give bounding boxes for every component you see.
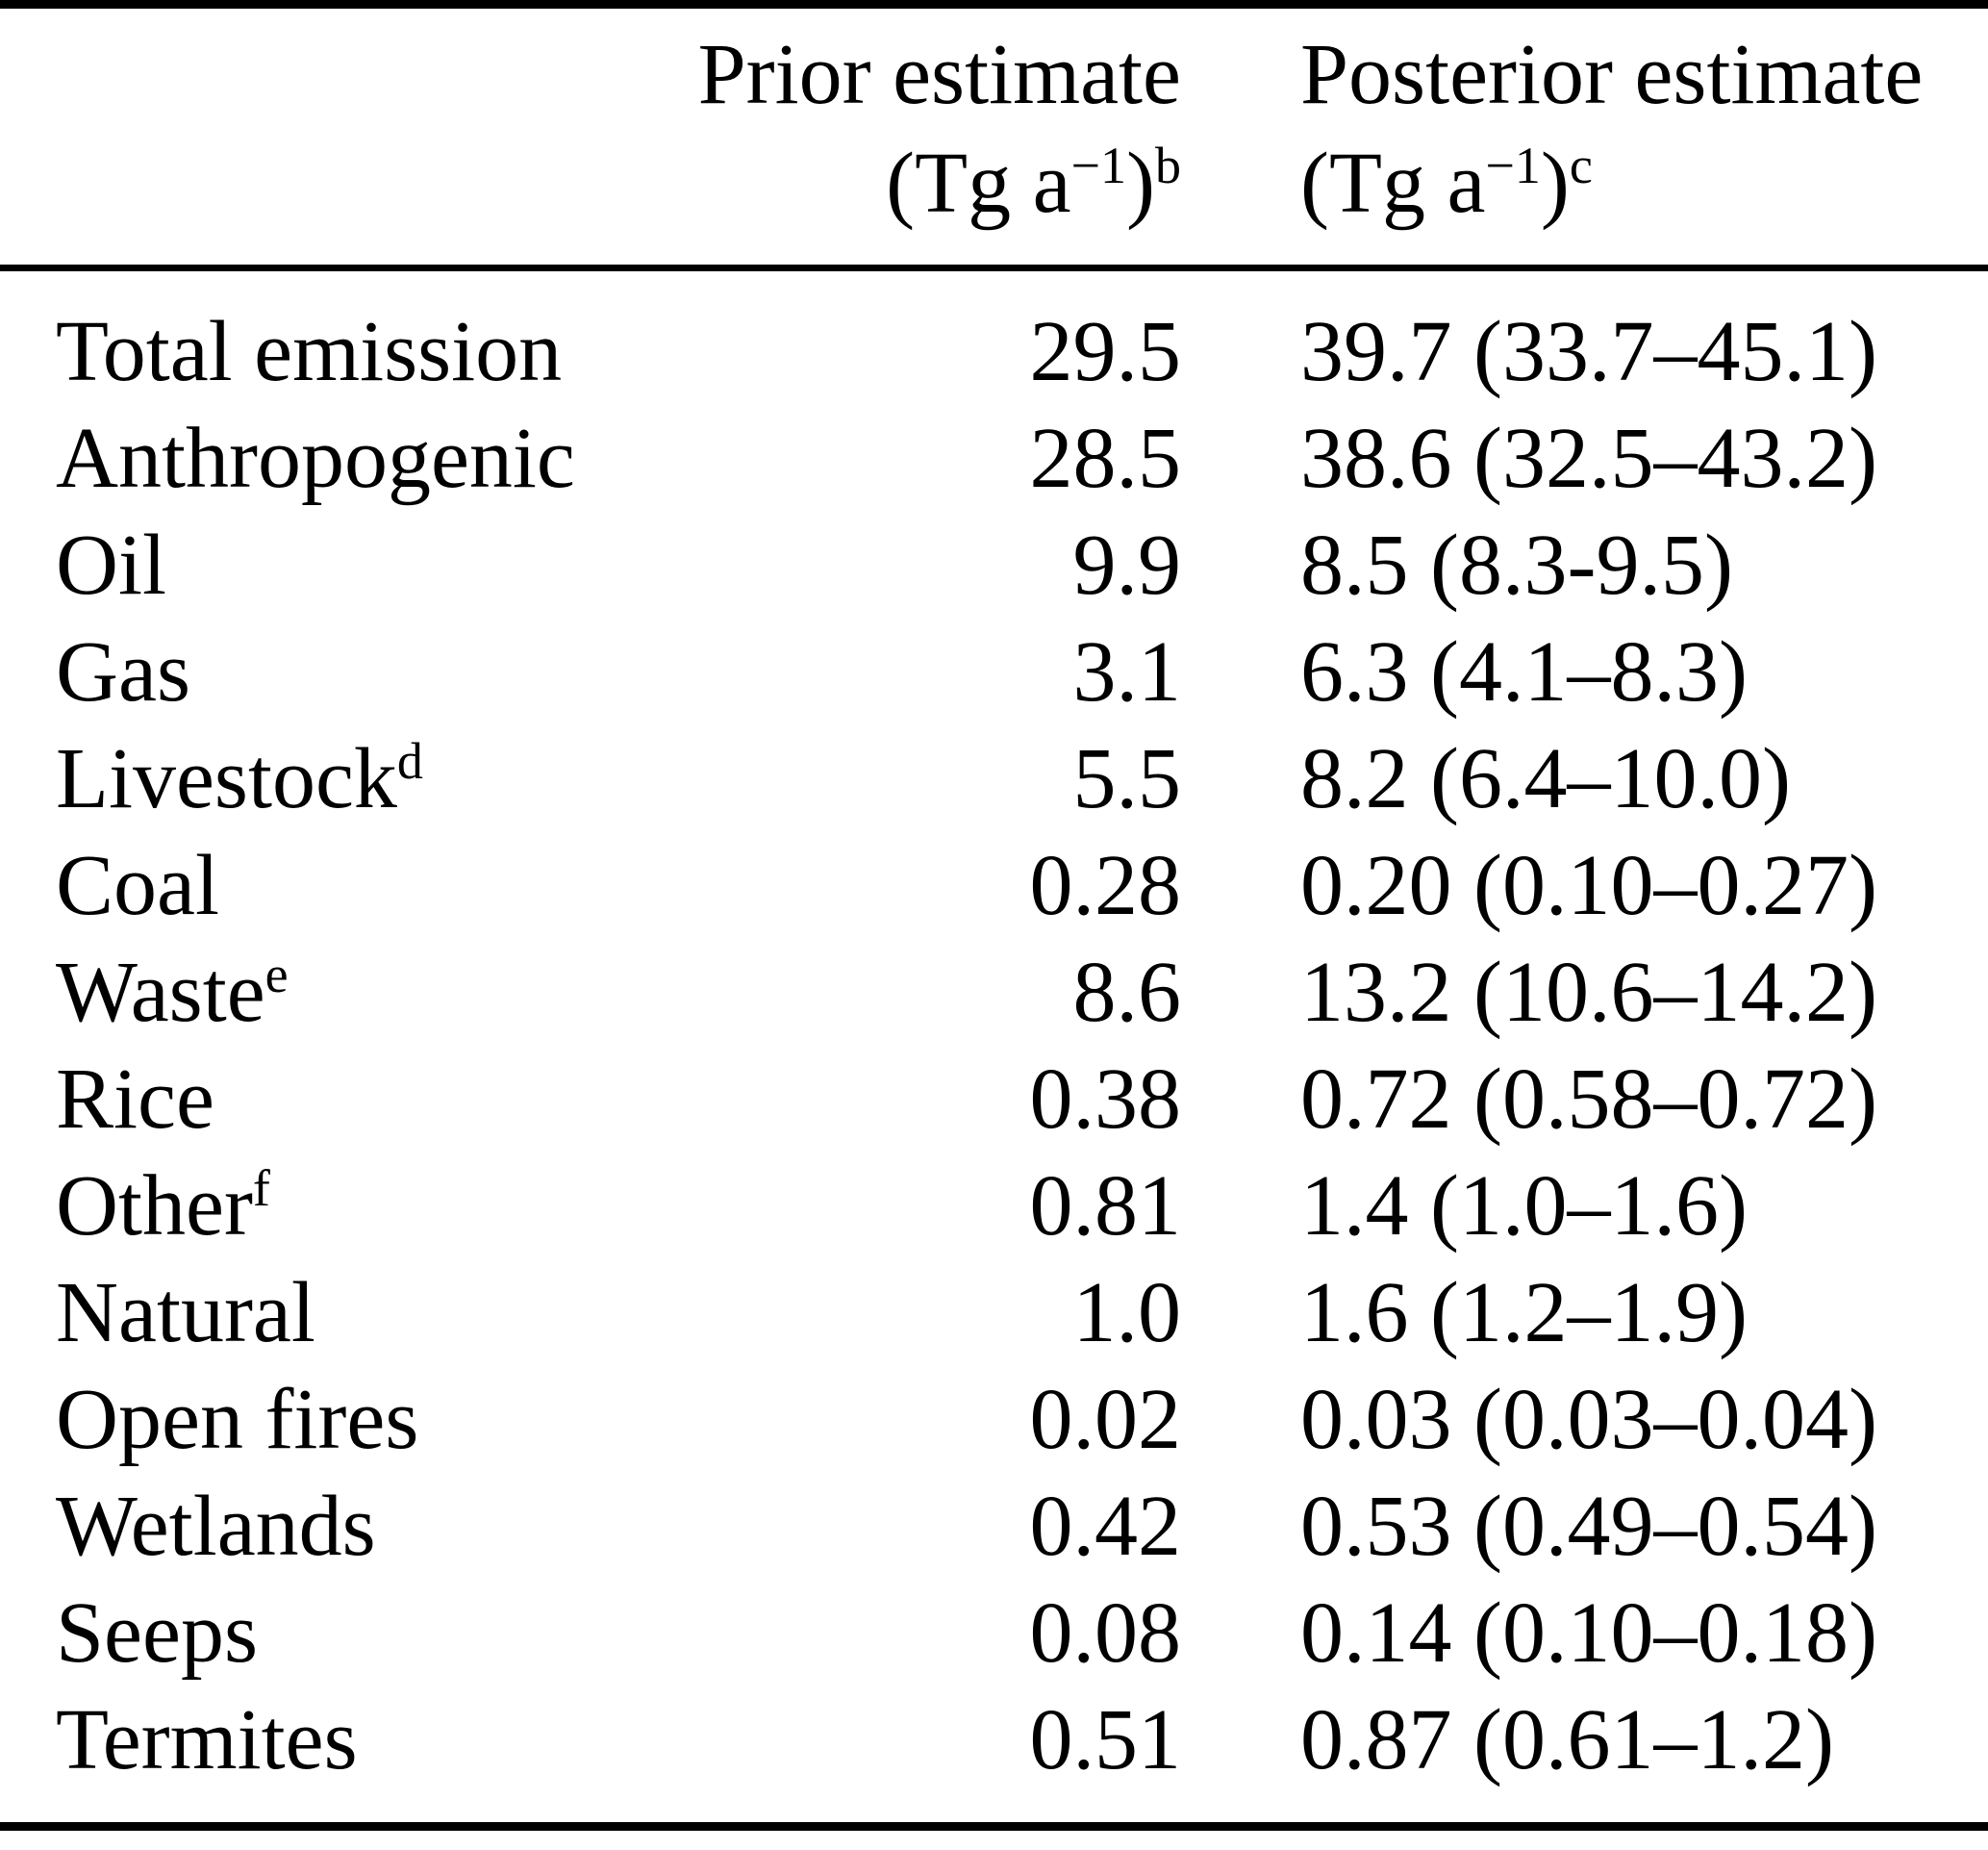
- prior-value: 0.42: [1029, 1479, 1182, 1574]
- posterior-value: 1.6 (1.2–1.9): [1300, 1265, 1748, 1360]
- column-footnote-mark: c: [1569, 137, 1593, 195]
- row-label: Wastee: [56, 945, 289, 1040]
- table-top-rule: [0, 0, 1988, 9]
- posterior-value: 0.20 (0.10–0.27): [1300, 838, 1877, 933]
- row-label: Gas: [56, 624, 190, 720]
- table-row-total-emission: Total emission 29.5 39.7 (33.7–45.1): [56, 298, 1988, 405]
- table-row-rice: Rice 0.38 0.72 (0.58–0.72): [56, 1046, 1988, 1153]
- table-row-open-fires: Open fires 0.02 0.03 (0.03–0.04): [56, 1366, 1988, 1473]
- header-prior-estimate: Prior estimate (Tg a−1)b: [633, 20, 1181, 265]
- row-label: Termites: [56, 1692, 358, 1787]
- table-row-oil: Oil 9.9 8.5 (8.3-9.5): [56, 512, 1988, 619]
- table-row-other: Otherf 0.81 1.4 (1.0–1.6): [56, 1153, 1988, 1259]
- table-row-waste: Wastee 8.6 13.2 (10.6–14.2): [56, 939, 1988, 1046]
- posterior-value: 1.4 (1.0–1.6): [1300, 1158, 1748, 1254]
- posterior-value: 38.6 (32.5–43.2): [1300, 411, 1877, 506]
- row-label: Open fires: [56, 1372, 419, 1467]
- row-label: Otherf: [56, 1158, 270, 1254]
- row-label: Wetlands: [56, 1479, 376, 1574]
- row-label: Anthropogenic: [56, 411, 575, 506]
- posterior-value: 39.7 (33.7–45.1): [1300, 304, 1877, 399]
- row-footnote-mark: d: [396, 732, 423, 791]
- table-row-wetlands: Wetlands 0.42 0.53 (0.49–0.54): [56, 1473, 1988, 1580]
- header-empty-cell: [56, 20, 633, 265]
- table-header: Prior estimate (Tg a−1)b Posterior estim…: [0, 9, 1988, 265]
- prior-value: 3.1: [1072, 624, 1182, 720]
- row-label: Seeps: [56, 1585, 258, 1681]
- posterior-value: 0.53 (0.49–0.54): [1300, 1479, 1877, 1574]
- row-label: Rice: [56, 1052, 214, 1147]
- posterior-column-title: Posterior estimate: [1300, 27, 1924, 122]
- row-footnote-mark: f: [252, 1159, 270, 1218]
- posterior-value: 8.5 (8.3-9.5): [1300, 518, 1733, 613]
- table-header-rule: [0, 265, 1988, 271]
- row-label: Oil: [56, 518, 167, 613]
- table-row-termites: Termites 0.51 0.87 (0.61–1.2): [56, 1686, 1988, 1793]
- bottom-spacer: [0, 1793, 1988, 1822]
- posterior-value: 0.14 (0.10–0.18): [1300, 1585, 1877, 1681]
- table-row-gas: Gas 3.1 6.3 (4.1–8.3): [56, 619, 1988, 725]
- row-label: Coal: [56, 838, 219, 933]
- posterior-value: 8.2 (6.4–10.0): [1300, 731, 1791, 826]
- table-body: Total emission 29.5 39.7 (33.7–45.1) Ant…: [0, 271, 1988, 1793]
- prior-value: 9.9: [1072, 518, 1182, 613]
- posterior-column-unit: (Tg a−1)c: [1300, 136, 1593, 231]
- table-row-livestock: Livestockd 5.5 8.2 (6.4–10.0): [56, 725, 1988, 832]
- posterior-value: 6.3 (4.1–8.3): [1300, 624, 1748, 720]
- table-row-natural: Natural 1.0 1.6 (1.2–1.9): [56, 1259, 1988, 1366]
- row-footnote-mark: e: [264, 946, 289, 1004]
- row-label: Livestockd: [56, 731, 423, 826]
- posterior-value: 13.2 (10.6–14.2): [1300, 945, 1877, 1040]
- prior-value: 0.28: [1029, 838, 1182, 933]
- prior-value: 0.51: [1029, 1692, 1182, 1787]
- table-bottom-rule: [0, 1822, 1988, 1831]
- prior-column-title: Prior estimate: [697, 27, 1181, 122]
- prior-value: 1.0: [1072, 1265, 1182, 1360]
- prior-value: 0.81: [1029, 1158, 1182, 1254]
- prior-value: 0.02: [1029, 1372, 1182, 1467]
- prior-value: 29.5: [1029, 304, 1182, 399]
- prior-value: 0.38: [1029, 1052, 1182, 1147]
- row-label: Natural: [56, 1265, 315, 1360]
- prior-value: 0.08: [1029, 1585, 1182, 1681]
- posterior-value: 0.72 (0.58–0.72): [1300, 1052, 1877, 1147]
- unit-exponent: −1: [1485, 137, 1541, 195]
- column-footnote-mark: b: [1155, 137, 1181, 195]
- prior-value: 5.5: [1072, 731, 1182, 826]
- posterior-value: 0.87 (0.61–1.2): [1300, 1692, 1834, 1787]
- table-row-coal: Coal 0.28 0.20 (0.10–0.27): [56, 832, 1988, 939]
- prior-value: 28.5: [1029, 411, 1182, 506]
- prior-column-unit: (Tg a−1)b: [886, 136, 1181, 231]
- header-posterior-estimate: Posterior estimate (Tg a−1)c: [1181, 20, 1988, 265]
- prior-value: 8.6: [1072, 945, 1182, 1040]
- table-row-anthropogenic: Anthropogenic 28.5 38.6 (32.5–43.2): [56, 405, 1988, 512]
- row-label: Total emission: [56, 304, 563, 399]
- unit-exponent: −1: [1070, 137, 1127, 195]
- posterior-value: 0.03 (0.03–0.04): [1300, 1372, 1877, 1467]
- table-row-seeps: Seeps 0.08 0.14 (0.10–0.18): [56, 1580, 1988, 1686]
